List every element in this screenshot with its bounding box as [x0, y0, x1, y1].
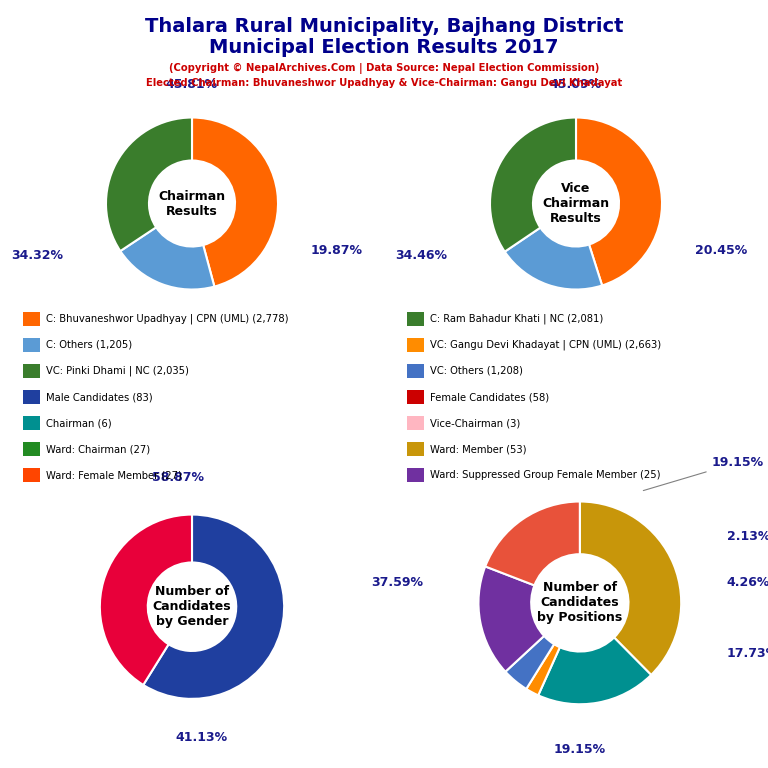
Wedge shape: [144, 515, 284, 699]
Text: 45.81%: 45.81%: [166, 78, 218, 91]
Wedge shape: [505, 636, 554, 689]
Text: Ward: Member (53): Ward: Member (53): [430, 444, 527, 455]
Text: Chairman (6): Chairman (6): [46, 418, 111, 429]
Wedge shape: [478, 567, 544, 672]
Text: Male Candidates (83): Male Candidates (83): [46, 392, 153, 402]
Text: Municipal Election Results 2017: Municipal Election Results 2017: [209, 38, 559, 58]
Text: 4.26%: 4.26%: [727, 576, 768, 589]
Text: 19.15%: 19.15%: [644, 456, 763, 491]
Text: 20.45%: 20.45%: [695, 244, 747, 257]
Text: Ward: Chairman (27): Ward: Chairman (27): [46, 444, 151, 455]
Text: Ward: Suppressed Group Female Member (25): Ward: Suppressed Group Female Member (25…: [430, 470, 660, 481]
Text: Vice
Chairman
Results: Vice Chairman Results: [542, 182, 610, 225]
Text: 17.73%: 17.73%: [727, 647, 768, 660]
Text: Thalara Rural Municipality, Bajhang District: Thalara Rural Municipality, Bajhang Dist…: [144, 17, 624, 36]
Wedge shape: [100, 515, 192, 685]
Wedge shape: [121, 227, 214, 290]
Wedge shape: [505, 227, 602, 290]
Wedge shape: [192, 118, 278, 286]
Text: VC: Gangu Devi Khadayat | CPN (UML) (2,663): VC: Gangu Devi Khadayat | CPN (UML) (2,6…: [430, 339, 661, 350]
Wedge shape: [106, 118, 192, 251]
Text: 41.13%: 41.13%: [175, 731, 227, 744]
Wedge shape: [490, 118, 576, 252]
Text: C: Ram Bahadur Khati | NC (2,081): C: Ram Bahadur Khati | NC (2,081): [430, 313, 604, 324]
Wedge shape: [526, 644, 560, 695]
Text: 34.46%: 34.46%: [395, 249, 447, 262]
Wedge shape: [538, 637, 651, 704]
Text: 45.09%: 45.09%: [550, 78, 602, 91]
Text: 19.87%: 19.87%: [311, 244, 362, 257]
Text: 2.13%: 2.13%: [727, 531, 768, 544]
Text: Chairman
Results: Chairman Results: [158, 190, 226, 217]
Wedge shape: [485, 502, 580, 585]
Text: VC: Pinki Dhami | NC (2,035): VC: Pinki Dhami | NC (2,035): [46, 366, 189, 376]
Text: Female Candidates (58): Female Candidates (58): [430, 392, 549, 402]
Text: VC: Others (1,208): VC: Others (1,208): [430, 366, 523, 376]
Text: (Copyright © NepalArchives.Com | Data Source: Nepal Election Commission): (Copyright © NepalArchives.Com | Data So…: [169, 63, 599, 74]
Text: Number of
Candidates
by Positions: Number of Candidates by Positions: [537, 581, 623, 624]
Text: Ward: Female Member (27): Ward: Female Member (27): [46, 470, 182, 481]
Text: Vice-Chairman (3): Vice-Chairman (3): [430, 418, 521, 429]
Text: Number of
Candidates
by Gender: Number of Candidates by Gender: [153, 585, 231, 628]
Text: C: Others (1,205): C: Others (1,205): [46, 339, 132, 350]
Text: 37.59%: 37.59%: [371, 576, 422, 589]
Text: 58.87%: 58.87%: [152, 472, 204, 484]
Text: 19.15%: 19.15%: [554, 743, 606, 756]
Wedge shape: [580, 502, 681, 675]
Text: 34.32%: 34.32%: [11, 249, 63, 262]
Text: Elected Chairman: Bhuvaneshwor Upadhyay & Vice-Chairman: Gangu Devi Khadayat: Elected Chairman: Bhuvaneshwor Upadhyay …: [146, 78, 622, 88]
Text: C: Bhuvaneshwor Upadhyay | CPN (UML) (2,778): C: Bhuvaneshwor Upadhyay | CPN (UML) (2,…: [46, 313, 289, 324]
Wedge shape: [576, 118, 662, 286]
